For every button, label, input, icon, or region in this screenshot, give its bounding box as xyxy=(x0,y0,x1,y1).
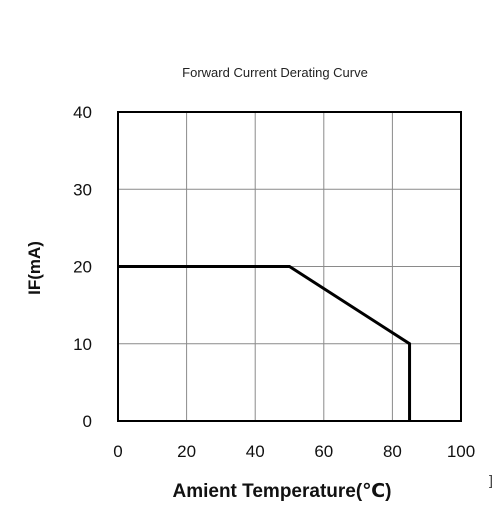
x-tick-label-0: 0 xyxy=(113,442,122,461)
x-axis-label: Amient Temperature(℃) xyxy=(172,481,391,502)
x-tick-label-20: 20 xyxy=(177,442,196,461)
y-tick-label-20: 20 xyxy=(73,258,92,277)
x-axis-ticks: 0 20 40 60 80 100 xyxy=(113,442,475,461)
x-tick-label-100: 100 xyxy=(447,442,475,461)
stray-bracket-annotation: ] xyxy=(489,472,493,488)
x-tick-label-40: 40 xyxy=(246,442,265,461)
y-tick-label-10: 10 xyxy=(73,335,92,354)
derating-curve-line xyxy=(118,265,412,421)
chart-title: Forward Current Derating Curve xyxy=(182,65,368,80)
y-tick-label-30: 30 xyxy=(73,180,92,199)
y-axis-ticks: 0 10 20 30 40 xyxy=(73,103,92,431)
y-tick-label-0: 0 xyxy=(83,412,92,431)
y-axis-label: IF(mA) xyxy=(25,241,44,295)
x-tick-label-80: 80 xyxy=(383,442,402,461)
y-tick-label-40: 40 xyxy=(73,103,92,122)
x-tick-label-60: 60 xyxy=(314,442,333,461)
series-layer xyxy=(118,265,412,421)
